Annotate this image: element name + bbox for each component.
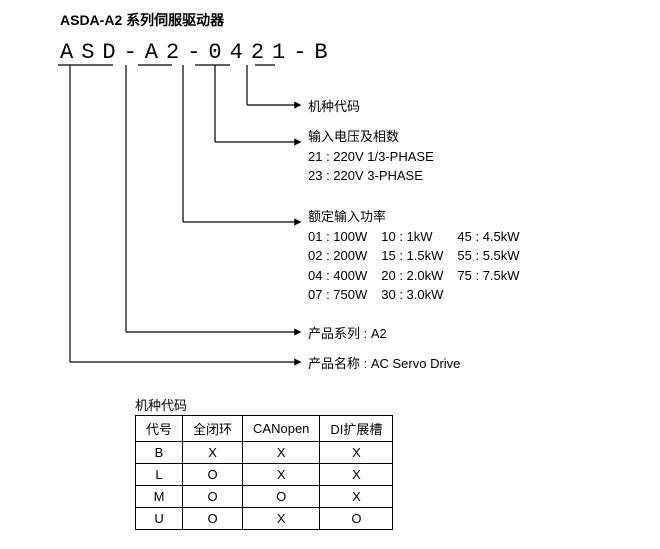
table-row: MOOX [136, 486, 393, 508]
callout-label: 机种代码 [308, 97, 360, 117]
table-header: CANopen [243, 416, 320, 442]
table-cell: L [136, 464, 183, 486]
table-cell: O [320, 508, 393, 530]
machine-code-table: 代号全闭环CANopenDI扩展槽 BXXXLOXXMOOXUOXO [135, 415, 393, 530]
table-cell: O [243, 486, 320, 508]
callout-label: 产品系列 : A2 [308, 324, 387, 344]
table-cell: O [183, 486, 243, 508]
table-cell: X [243, 442, 320, 464]
table-header: DI扩展槽 [320, 416, 393, 442]
callout-label: 输入电压及相数21 : 220V 1/3-PHASE23 : 220V 3-PH… [308, 127, 434, 186]
table-cell: X [183, 442, 243, 464]
table-cell: O [183, 464, 243, 486]
page-title: ASDA-A2 系列伺服驱动器 [60, 10, 224, 30]
table-cell: B [136, 442, 183, 464]
table-header: 代号 [136, 416, 183, 442]
callout-label: 产品名称 : AC Servo Drive [308, 354, 460, 374]
table-header: 全闭环 [183, 416, 243, 442]
model-number: ASD-A2-0421-B [60, 40, 336, 65]
table-cell: X [320, 464, 393, 486]
table-row: BXXX [136, 442, 393, 464]
table-cell: X [320, 486, 393, 508]
table-cell: X [320, 442, 393, 464]
table-title: 机种代码 [135, 395, 187, 414]
table-row: UOXO [136, 508, 393, 530]
table-cell: M [136, 486, 183, 508]
table-cell: O [183, 508, 243, 530]
table-cell: X [243, 464, 320, 486]
callout-label: 额定输入功率01 : 100W10 : 1kW45 : 4.5kW02 : 20… [308, 207, 534, 305]
table-cell: X [243, 508, 320, 530]
table-row: LOXX [136, 464, 393, 486]
table-cell: U [136, 508, 183, 530]
